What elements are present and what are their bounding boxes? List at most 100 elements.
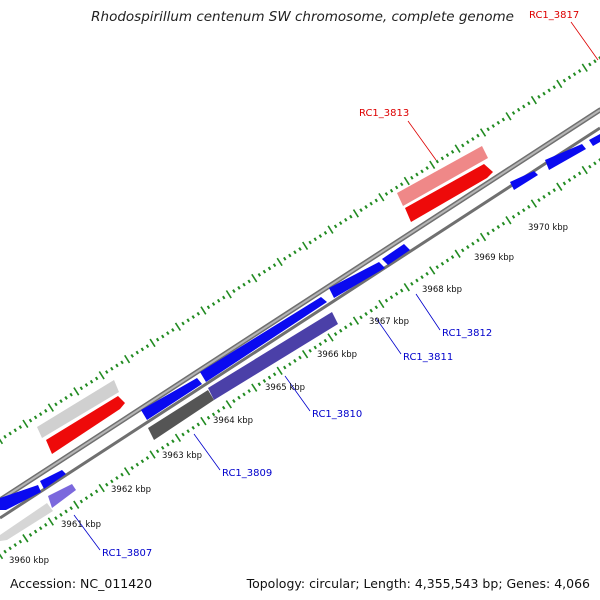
scale-tick	[364, 312, 368, 316]
scale-tick	[145, 344, 150, 349]
scale-tick	[420, 169, 424, 174]
scale-tick	[505, 112, 512, 121]
scale-tick	[364, 205, 368, 209]
scale-tick	[323, 338, 328, 343]
gene-arrow[interactable]	[382, 244, 410, 265]
scale-tick	[511, 215, 516, 219]
scale-tick	[567, 75, 572, 80]
tick-label: 3961 kbp	[61, 520, 101, 530]
scale-tick	[562, 78, 567, 83]
gene-label[interactable]: RC1_3810	[312, 409, 362, 420]
topology-label: Topology:	[246, 576, 306, 591]
tick-label: 3970 kbp	[528, 223, 568, 233]
scale-tick	[527, 204, 531, 209]
scale-tick	[572, 174, 577, 179]
scale-tick	[120, 360, 124, 365]
scale-tick	[338, 221, 343, 226]
scale-tick	[98, 371, 105, 380]
scale-tick	[174, 433, 182, 443]
scale-tick	[222, 295, 226, 300]
scale-tick	[251, 383, 258, 392]
scale-tick	[369, 201, 373, 206]
genome-stats: Topology: circular; Length: 4,355,543 bp…	[246, 576, 590, 591]
scale-tick	[64, 396, 68, 400]
scale-tick	[445, 258, 450, 263]
scale-tick	[44, 522, 48, 527]
scale-tick	[283, 365, 287, 370]
scale-tick	[3, 549, 7, 554]
scale-tick	[200, 416, 207, 426]
gene-label[interactable]: RC1_3812	[442, 328, 492, 339]
scale-tick	[171, 328, 175, 332]
scale-tick	[186, 318, 190, 323]
scale-tick	[211, 412, 216, 417]
scale-tick	[327, 225, 334, 234]
scale-tick	[174, 322, 182, 331]
scale-tick	[486, 231, 490, 236]
scale-tick	[323, 230, 328, 235]
scale-tick	[221, 405, 226, 410]
scale-tick	[552, 188, 556, 193]
scale-tick	[54, 402, 58, 407]
scale-tick	[476, 133, 480, 138]
scale-tick	[149, 450, 156, 459]
scale-tick	[257, 272, 262, 277]
gene-arrow[interactable]	[0, 503, 53, 541]
scale-tick	[496, 225, 501, 229]
scale-tick	[276, 366, 283, 376]
topology-value: circular	[309, 576, 356, 591]
scale-tick	[225, 290, 232, 299]
gene-arrow[interactable]	[208, 312, 338, 400]
gene-arrow[interactable]	[141, 378, 202, 420]
gene-label[interactable]: RC1_3813	[359, 108, 409, 119]
scale-tick	[522, 104, 526, 109]
scale-tick	[242, 282, 246, 287]
gene-label[interactable]: RC1_3817	[529, 10, 579, 21]
scale-tick	[242, 392, 246, 397]
scale-tick	[338, 328, 343, 333]
scale-tick	[537, 198, 541, 203]
scale-tick	[425, 271, 429, 276]
scale-tick	[13, 543, 17, 547]
scale-tick	[130, 466, 134, 470]
scale-tick	[191, 425, 195, 430]
gene-label[interactable]: RC1_3809	[222, 468, 272, 479]
scale-tick	[69, 506, 73, 511]
gene-arrow[interactable]	[510, 171, 538, 190]
gene-arrow[interactable]	[200, 297, 327, 382]
scale-tick	[123, 467, 131, 476]
scale-tick	[577, 69, 582, 73]
scale-tick	[394, 292, 399, 296]
scale-tick	[283, 256, 287, 261]
gene-arrow[interactable]	[0, 485, 41, 510]
scale-tick	[313, 345, 317, 350]
gene-arrow[interactable]	[46, 396, 125, 454]
scale-tick	[272, 263, 277, 268]
gene-arrow[interactable]	[37, 380, 119, 438]
scale-tick	[429, 160, 436, 170]
scale-tick	[542, 91, 546, 96]
scale-tick	[403, 282, 410, 292]
scale-tick	[588, 62, 592, 67]
scale-tick	[374, 305, 379, 310]
gene-arrow[interactable]	[48, 484, 76, 508]
gene-label[interactable]: RC1_3807	[102, 548, 152, 559]
gene-label[interactable]: RC1_3811	[403, 352, 453, 363]
scale-tick	[140, 347, 145, 352]
scale-tick	[22, 419, 29, 429]
gene-arrow[interactable]	[545, 144, 586, 170]
scale-tick	[115, 476, 119, 480]
gene-arrow[interactable]	[589, 134, 600, 146]
tick-label: 3962 kbp	[111, 485, 151, 495]
gene-arrow[interactable]	[397, 146, 488, 206]
scale-tick	[22, 534, 29, 543]
scale-tick	[171, 439, 175, 444]
gene-arrow[interactable]	[405, 164, 493, 222]
scale-tick	[196, 311, 201, 316]
scale-tick	[110, 366, 114, 371]
gene-arrow[interactable]	[148, 390, 214, 440]
scale-tick	[491, 228, 495, 233]
gene-arrow[interactable]	[329, 262, 385, 298]
gene-arrow[interactable]	[40, 470, 66, 489]
